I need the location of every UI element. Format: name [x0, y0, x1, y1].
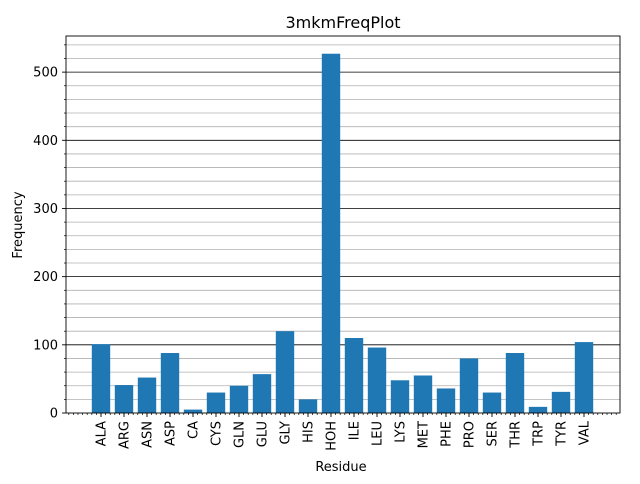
grid [66, 44, 620, 400]
bar-ala [91, 344, 111, 413]
bar-asp [160, 353, 180, 413]
x-tick-label-thr: THR [509, 421, 524, 449]
y-tick-label: 500 [33, 66, 58, 81]
x-tick-label-asn: ASN [141, 421, 156, 448]
x-tick-label-hoh: HOH [325, 421, 340, 451]
x-tick-label-trp: TRP [532, 421, 547, 447]
bar-cys [206, 392, 226, 413]
axes: 0 100 200 300 400 500 ALA ARG ASN ASP CA CYS GLN GLU G… [33, 35, 621, 451]
y-tick-label: 200 [33, 270, 58, 285]
bar-trp [528, 406, 548, 413]
x-tick-label-val: VAL [578, 420, 593, 445]
x-tick-label-gly: GLY [279, 421, 294, 445]
x-tick-label-his: HIS [302, 421, 317, 443]
x-tick-label-ala: ALA [95, 421, 110, 446]
bar-phe [436, 388, 456, 413]
x-tick-label-gln: GLN [233, 421, 248, 448]
bar-tyr [551, 391, 571, 413]
bar-gln [229, 385, 249, 413]
bar-thr [505, 353, 525, 413]
y-tick-label: 400 [33, 134, 58, 149]
bar-ca [183, 409, 203, 413]
x-tick-label-met: MET [417, 421, 432, 448]
bar-ile [344, 338, 364, 413]
bar-met [413, 375, 433, 413]
y-tick-label: 300 [33, 202, 58, 217]
chart-title: 3mkmFreqPlot [285, 13, 400, 32]
x-tick-label-cys: CYS [210, 421, 225, 446]
x-tick-label-arg: ARG [118, 421, 133, 449]
x-axis-label: Residue [315, 460, 366, 475]
bar-lys [390, 380, 410, 413]
x-tick-label-ca: CA [187, 421, 202, 439]
bar-asn [137, 377, 157, 413]
plot-frame [65, 35, 621, 414]
y-tick-label: 100 [33, 338, 58, 353]
x-tick-label-ile: ILE [348, 421, 363, 440]
bar-leu [367, 347, 387, 413]
bar-pro [459, 358, 479, 413]
x-tick-label-ser: SER [486, 421, 501, 447]
bar-gly [275, 331, 295, 413]
bar-ser [482, 392, 502, 413]
x-tick-label-pro: PRO [463, 421, 478, 448]
x-tick-label-phe: PHE [440, 421, 455, 447]
bar-glu [252, 374, 272, 413]
x-tick-label-lys: LYS [394, 421, 409, 443]
x-tick-label-asp: ASP [164, 421, 179, 446]
x-tick-label-tyr: TYR [555, 421, 570, 447]
x-tick-label-leu: LEU [371, 421, 386, 446]
bar-arg [114, 385, 134, 413]
bar-his [298, 399, 318, 413]
y-tick-label: 0 [50, 407, 58, 422]
bar-hoh [321, 53, 341, 414]
bars [91, 53, 594, 414]
x-tick-label-glu: GLU [256, 421, 271, 447]
bar-val [574, 342, 594, 413]
y-axis-label: Frequency [11, 191, 26, 258]
